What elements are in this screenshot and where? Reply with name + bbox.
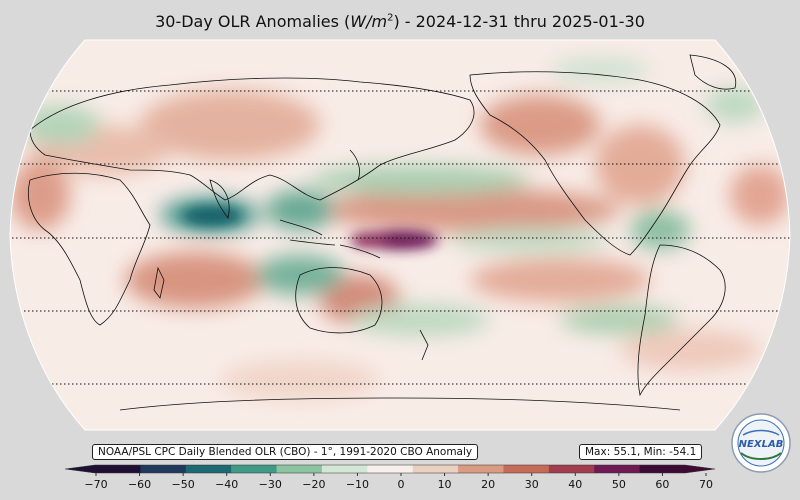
colorbar-tick-label: −60 xyxy=(128,478,151,491)
colorbar-tick-label: 30 xyxy=(525,478,539,491)
colorbar-tick-label: 0 xyxy=(398,478,405,491)
colorbar-tick-label: 50 xyxy=(612,478,626,491)
colorbar-tick-label: −70 xyxy=(84,478,107,491)
olr-anomaly-map xyxy=(9,39,791,431)
colorbar-segment xyxy=(412,465,459,473)
colorbar-extend-high xyxy=(685,465,715,473)
map-title: 30-Day OLR Anomalies (W/m2) - 2024-12-31… xyxy=(155,12,645,31)
colorbar-segment xyxy=(594,465,641,473)
globe-logo-icon: NEXLAB xyxy=(731,413,791,473)
colorbar-outline xyxy=(64,464,716,474)
latitude-lines xyxy=(10,90,790,385)
colorbar-segment xyxy=(321,465,368,473)
colorbar: −70 −60 −50 −40 −30 −20 −10 0 10 20 30 40 50 60 70 xyxy=(64,464,716,491)
colorbar-segment xyxy=(95,465,141,473)
colorbar-segment xyxy=(639,465,686,473)
anomaly-field xyxy=(10,40,790,430)
colorbar-tick-label: −50 xyxy=(172,478,195,491)
colorbar-tick-label: −20 xyxy=(302,478,325,491)
colorbar-extend-low xyxy=(65,465,95,473)
colorbar-segment xyxy=(185,465,232,473)
colorbar-tick-label: −30 xyxy=(259,478,282,491)
colorbar-segment xyxy=(367,465,414,473)
colorbar-tick-label: −10 xyxy=(346,478,369,491)
colorbar-segment xyxy=(458,465,504,473)
colorbar-tick-label: 40 xyxy=(568,478,582,491)
colorbar-tick-label: 10 xyxy=(438,478,452,491)
colorbar-segment xyxy=(548,465,595,473)
logo-text: NEXLAB xyxy=(739,439,784,450)
colorbar-tick-label: −40 xyxy=(215,478,238,491)
colorbar-tick-label: 70 xyxy=(699,478,713,491)
colorbar-segment xyxy=(503,465,550,473)
max-min-stats-label: Max: 55.1, Min: -54.1 xyxy=(579,444,703,460)
coastlines xyxy=(28,54,737,411)
colorbar-segment xyxy=(276,465,323,473)
colorbar-tick-label: 60 xyxy=(655,478,669,491)
data-source-label: NOAA/PSL CPC Daily Blended OLR (CBO) - 1… xyxy=(92,444,479,460)
colorbar-segment xyxy=(231,465,278,473)
colorbar-tick-label: 20 xyxy=(481,478,495,491)
colorbar-segment xyxy=(140,465,187,473)
